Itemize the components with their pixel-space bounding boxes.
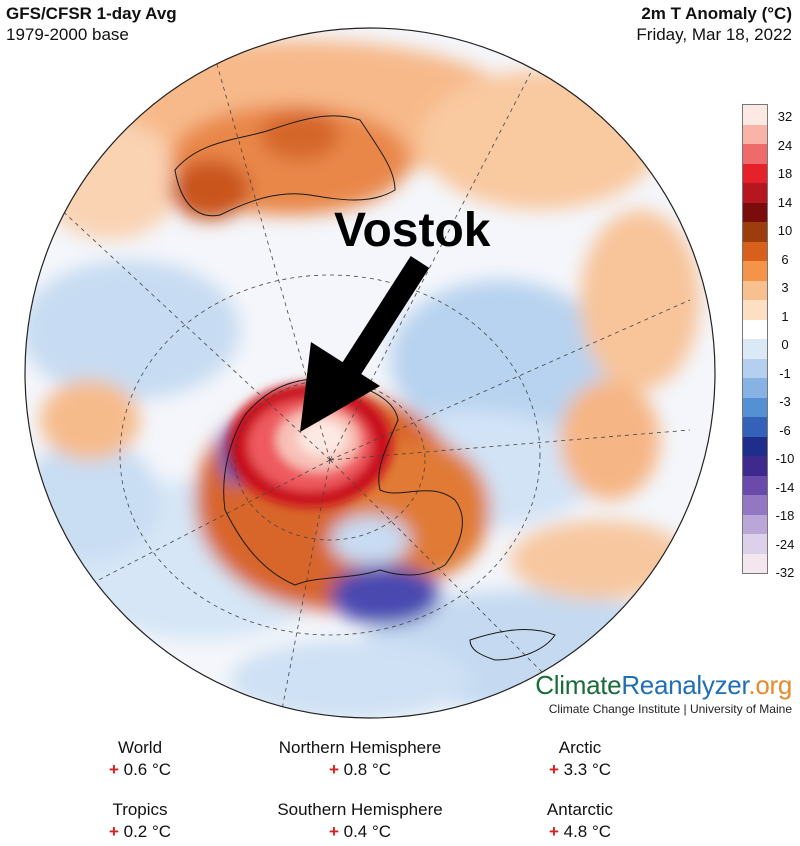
colorbar-tick-label: -6: [779, 422, 791, 438]
logo-reanalyzer: Reanalyzer: [621, 670, 749, 700]
colorbar-segment: [743, 105, 767, 125]
stat-label: Southern Hemisphere: [277, 800, 443, 819]
colorbar-segment: [743, 300, 767, 320]
stat-label: Arctic: [558, 738, 602, 757]
baseline-label: 1979-2000 base: [6, 25, 129, 44]
colorbar-tick-label: 14: [777, 194, 793, 210]
variable-title: 2m T Anomaly (°C): [641, 4, 792, 23]
plus-sign: +: [108, 760, 119, 779]
map-header-right: 2m T Anomaly (°C) Friday, Mar 18, 2022: [636, 3, 792, 45]
stat-value: 3.3 °C: [563, 760, 612, 779]
globe-outline: [24, 27, 716, 719]
colorbar-segment: [743, 163, 767, 183]
colorbar-segment: [743, 417, 767, 437]
plus-sign: +: [548, 760, 559, 779]
stat-value-row: + 0.2 °C: [20, 821, 260, 843]
plus-sign: +: [548, 822, 559, 841]
stat-arctic: Arctic + 3.3 °C: [460, 737, 700, 781]
colorbar-segment: [743, 339, 767, 359]
stat-southern-hemisphere: Southern Hemisphere + 0.4 °C: [240, 799, 480, 843]
colorbar-segment: [743, 183, 767, 203]
brand-subtitle: Climate Change Institute | University of…: [548, 702, 792, 716]
brand-logo[interactable]: ClimateReanalyzer.org: [535, 670, 792, 700]
colorbar-segment: [743, 202, 767, 222]
coastlines: [174, 115, 556, 661]
colorbar-tick-label: 0: [781, 337, 789, 352]
vostok-label: Vostok: [334, 204, 491, 257]
date-label: Friday, Mar 18, 2022: [636, 25, 792, 44]
colorbar-segment: [743, 222, 767, 242]
model-title: GFS/CFSR 1-day Avg: [6, 4, 177, 23]
colorbar-segment: [743, 319, 767, 339]
colorbar-tick-label: 10: [777, 223, 793, 238]
stat-label: Northern Hemisphere: [278, 738, 442, 757]
stat-value-row: + 3.3 °C: [460, 759, 700, 781]
stat-antarctic: Antarctic + 4.8 °C: [460, 799, 700, 843]
stat-label: Antarctic: [546, 800, 614, 819]
stat-value: 0.2 °C: [123, 822, 172, 841]
logo-climate: Climate: [535, 670, 622, 700]
colorbar-tick-label: -14: [775, 479, 795, 495]
stat-label: World: [117, 738, 163, 757]
colorbar-tick-label: 24: [777, 137, 793, 153]
plus-sign: +: [108, 822, 119, 841]
colorbar-tick-label: -10: [775, 451, 795, 466]
colorbar-segment: [743, 261, 767, 281]
colorbar-segment: [743, 534, 767, 554]
colorbar-segment: [743, 280, 767, 300]
colorbar-segment: [743, 378, 767, 398]
colorbar-segment: [743, 495, 767, 515]
stat-value-row: + 0.6 °C: [20, 759, 260, 781]
stat-value-row: + 4.8 °C: [460, 821, 700, 843]
colorbar-segment: [743, 241, 767, 261]
map-header-left: GFS/CFSR 1-day Avg 1979-2000 base: [6, 3, 177, 45]
colorbar-segment: [743, 514, 767, 534]
colorbar-tick-label: 18: [777, 166, 793, 181]
stat-label: Tropics: [112, 800, 168, 819]
stat-value: 0.4 °C: [343, 822, 392, 841]
colorbar-tick-label: 3: [781, 280, 789, 295]
colorbar-tick-label: -1: [779, 365, 791, 381]
colorbar-tick-label: -32: [775, 565, 795, 580]
colorbar-tick-label: 6: [781, 251, 789, 267]
logo-org: .org: [748, 670, 792, 700]
colorbar-tick-label: -24: [775, 536, 795, 552]
stat-value-row: + 0.4 °C: [240, 821, 480, 843]
vostok-arrow: [300, 256, 430, 432]
globe: [25, 28, 715, 718]
colorbar-segment: [743, 553, 767, 573]
colorbar-tick-label: -3: [779, 394, 791, 409]
colorbar-segment: [743, 397, 767, 417]
colorbar: [742, 104, 768, 574]
branding: ClimateReanalyzer.org Climate Change Ins…: [535, 670, 792, 716]
colorbar-segment: [743, 475, 767, 495]
colorbar-segment: [743, 144, 767, 164]
stat-value: 4.8 °C: [563, 822, 612, 841]
stat-value: 0.6 °C: [123, 760, 172, 779]
heat-core: [228, 383, 392, 507]
colorbar-segment: [743, 358, 767, 378]
stat-value-row: + 0.8 °C: [240, 759, 480, 781]
stat-northern-hemisphere: Northern Hemisphere + 0.8 °C: [240, 737, 480, 781]
colorbar-segment: [743, 456, 767, 476]
plus-sign: +: [328, 760, 339, 779]
stat-value: 0.8 °C: [343, 760, 392, 779]
colorbar-segment: [743, 124, 767, 144]
stat-tropics: Tropics + 0.2 °C: [20, 799, 260, 843]
colorbar-segment: [743, 436, 767, 456]
stat-world: World + 0.6 °C: [20, 737, 260, 781]
colorbar-tick-label: -18: [775, 508, 795, 523]
plus-sign: +: [328, 822, 339, 841]
colorbar-tick-label: 32: [777, 109, 793, 124]
colorbar-tick-label: 1: [781, 308, 789, 324]
